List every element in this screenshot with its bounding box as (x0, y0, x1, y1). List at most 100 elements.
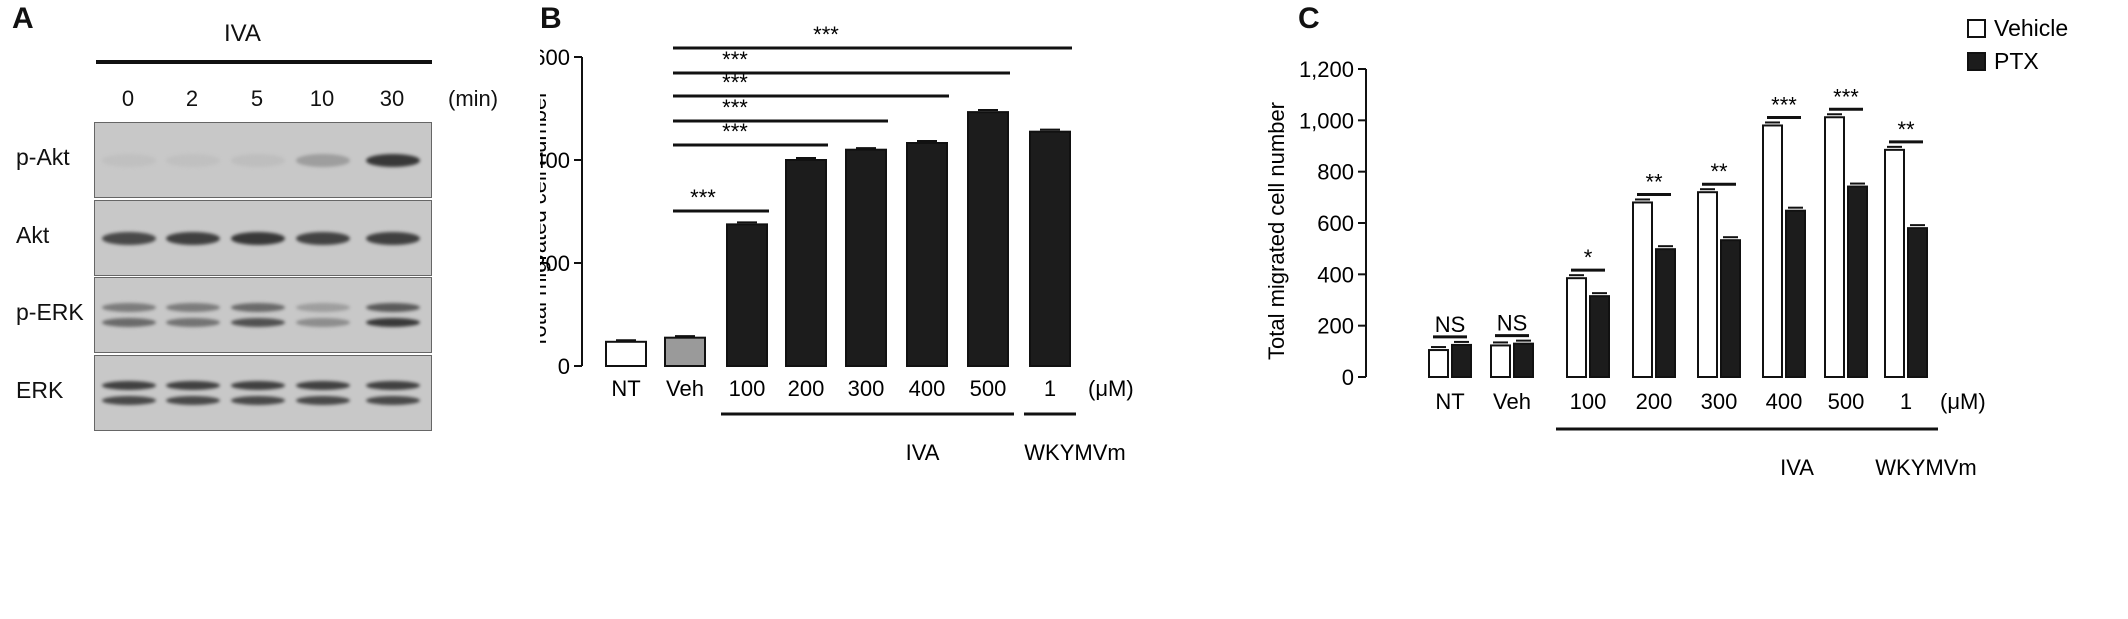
blot-band (296, 231, 350, 245)
chart-c: Vehicle PTX 0 200 400 600 800 1,000 1,200 Total m… (1264, 15, 2068, 480)
x-tick-label: 400 (1766, 389, 1803, 414)
panel-b-letter: B (540, 2, 562, 35)
blot-band (296, 395, 350, 405)
blot-strip (94, 277, 432, 353)
bar (967, 111, 1009, 368)
y-axis-title: Total migrated cell number (540, 90, 551, 348)
blot-band (166, 380, 220, 390)
legend-swatch (1967, 19, 1986, 38)
y-tick-label: 1,200 (1299, 57, 1354, 82)
blot-row-label: ERK (16, 377, 64, 403)
blot-band (366, 317, 420, 327)
bar (1490, 344, 1511, 378)
significance-label: *** (722, 119, 748, 144)
bar (1847, 185, 1868, 378)
blot-band (231, 302, 285, 312)
panel-a: A IVA (min) 0 2 5 10 30 p-Akt Akt p-ERK ERK (0, 0, 498, 614)
x-tick-label: 1 (1044, 376, 1056, 401)
legend-label: PTX (1994, 48, 2039, 74)
y-tick-label: 0 (1342, 365, 1354, 390)
bar (1428, 349, 1449, 378)
treatment-bar (96, 60, 432, 64)
x-tick-label: 100 (1570, 389, 1607, 414)
blot-band (166, 231, 220, 245)
blot-row-label: p-ERK (16, 299, 84, 325)
bar (1824, 116, 1845, 379)
bar (1655, 248, 1676, 378)
bar (1632, 201, 1653, 378)
blot-band (366, 380, 420, 390)
bar (1697, 191, 1718, 378)
significance-label: *** (813, 22, 839, 47)
bar (1720, 239, 1741, 378)
bar (1029, 130, 1071, 367)
y-tick-label: 400 (540, 148, 570, 173)
y-tick-label: 400 (1317, 262, 1354, 287)
y-tick-label: 200 (540, 251, 570, 276)
blot-band (231, 380, 285, 390)
x-tick-label: 400 (909, 376, 946, 401)
bar (1566, 277, 1587, 378)
blot-band (102, 302, 156, 312)
panel-b: B 0 200 400 600 Total migrated cell number NT… (526, 0, 1260, 614)
group-label: IVA (1780, 455, 1814, 480)
blot-band (102, 153, 156, 167)
blot-band (102, 395, 156, 405)
significance-label: NS (1497, 311, 1528, 336)
significance-label: *** (690, 185, 716, 210)
blot-band (231, 231, 285, 245)
x-tick-label: 300 (1701, 389, 1738, 414)
blot-band (166, 395, 220, 405)
blot-band (166, 153, 220, 167)
significance-label: *** (722, 47, 748, 72)
time-label: 10 (309, 86, 335, 111)
bar (845, 148, 887, 367)
x-tick-label: 300 (848, 376, 885, 401)
blot-band (231, 395, 285, 405)
bar (906, 142, 948, 367)
y-tick-label: 600 (1317, 211, 1354, 236)
x-tick-label: NT (611, 376, 640, 401)
x-tick-label: 1 (1900, 389, 1912, 414)
blot-band (296, 380, 350, 390)
x-tick-label: 100 (729, 376, 766, 401)
x-unit-label: (μM) (1940, 389, 1986, 414)
legend-swatch (1967, 52, 1986, 71)
y-tick-label: 800 (1317, 160, 1354, 185)
panel-a-letter: A (12, 2, 34, 35)
bar (1907, 227, 1928, 378)
blot-band (102, 380, 156, 390)
x-tick-label: Veh (666, 376, 704, 401)
time-label: 5 (250, 86, 264, 111)
bar (1513, 342, 1534, 378)
significance-label: ** (1897, 117, 1915, 142)
x-tick-label: 200 (788, 376, 825, 401)
significance-label: ** (1710, 159, 1728, 184)
time-label: 0 (121, 86, 135, 111)
blot-band (231, 317, 285, 327)
y-tick-label: 0 (558, 354, 570, 379)
y-tick-label: 1,000 (1299, 108, 1354, 133)
blot-strip (94, 122, 432, 198)
blot-band (102, 317, 156, 327)
time-unit: (min) (448, 86, 499, 111)
y-axis-title: Total migrated cell number (1268, 102, 1289, 360)
blot-band (366, 153, 420, 167)
significance-label: *** (1771, 92, 1797, 117)
significance-label: * (1584, 245, 1593, 270)
x-tick-label: Veh (1493, 389, 1531, 414)
time-label: 30 (379, 86, 405, 111)
panel-c-letter: C (1298, 2, 1320, 35)
chart-b: 0 200 400 600 Total migrated cell number NT Ve… (526, 22, 1134, 465)
blot-strip (94, 355, 432, 431)
blot-band (166, 317, 220, 327)
blot-strip (94, 200, 432, 276)
bar (726, 223, 768, 367)
significance-label: ** (1645, 169, 1663, 194)
significance-label: *** (722, 95, 748, 120)
time-label: 2 (185, 86, 199, 111)
group-label: IVA (906, 440, 940, 465)
bar (1884, 148, 1905, 378)
group-label: WKYMVm (1024, 440, 1125, 465)
x-tick-label: 200 (1636, 389, 1673, 414)
